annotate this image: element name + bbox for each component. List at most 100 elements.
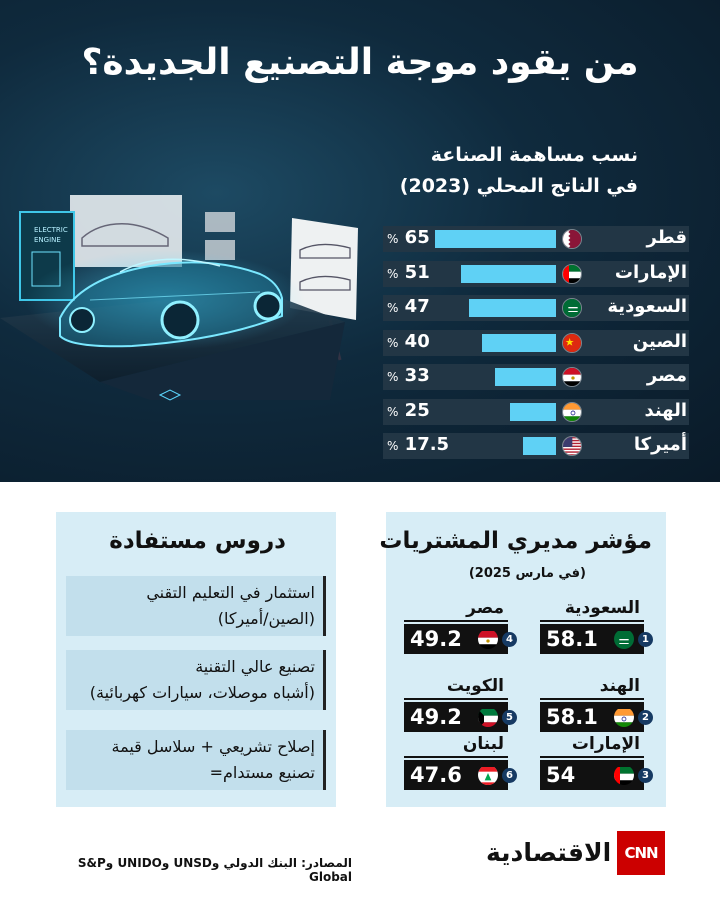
pmi-rank-badge: 1 xyxy=(638,632,653,647)
bar-unit: % xyxy=(387,370,399,384)
pmi-card: مصر 49.2 4 xyxy=(404,598,517,656)
monitor-text-2: ENGINE xyxy=(34,236,61,244)
lessons-title: دروس مستفادة xyxy=(109,528,286,554)
pmi-card: الكويت 49.2 5 xyxy=(404,676,517,734)
flag-icon xyxy=(562,436,582,456)
pmi-card: الهند 58.1 2 xyxy=(540,676,653,734)
bar-category-label: الصين xyxy=(632,330,687,352)
pmi-panel: مؤشر مديري المشتريات (في مارس 2025) السع… xyxy=(379,512,666,807)
bar-row: % 33 مصر xyxy=(383,364,689,390)
bar-value: 40 xyxy=(398,330,430,352)
bar-value: 33 xyxy=(398,365,430,386)
bar-value: 25 xyxy=(398,399,430,421)
brand-logo-text: الاقتصادية xyxy=(486,838,612,867)
pmi-value-box: 58.1 xyxy=(540,702,644,732)
pmi-country: الهند xyxy=(540,676,644,700)
bar-category-label: قطر xyxy=(646,227,687,248)
pmi-value: 49.2 xyxy=(410,627,462,651)
pmi-card: لبنان 47.6 6 xyxy=(404,734,517,792)
pmi-value: 58.1 xyxy=(546,705,598,729)
lesson-line: إصلاح تشريعي + سلاسل قيمة xyxy=(111,737,316,756)
bar-value-label: % 17.5 xyxy=(387,434,449,455)
pmi-value: 54 xyxy=(546,763,576,787)
lesson-line: استثمار في التعليم التقني xyxy=(146,583,315,602)
bar-value: 65 xyxy=(398,227,430,248)
pmi-value-box: 58.1 xyxy=(540,624,644,654)
flag-icon xyxy=(562,263,582,284)
lesson-line: تصنيع مستدام= xyxy=(209,763,315,782)
flag-icon xyxy=(614,629,634,649)
flag-icon xyxy=(478,765,498,785)
flag-icon xyxy=(562,401,582,422)
pmi-rank-badge: 5 xyxy=(502,710,517,725)
bar xyxy=(509,402,556,421)
pmi-value-box: 47.6 xyxy=(404,760,508,790)
lesson-line: (أشباه موصلات، سيارات كهربائية) xyxy=(89,683,315,702)
bar-row: % 65 قطر xyxy=(383,226,689,252)
bar-value: 51 xyxy=(398,261,430,283)
pmi-country: الكويت xyxy=(404,676,508,700)
bar-value: 47 xyxy=(398,296,430,317)
bar-value-label: % 47 xyxy=(387,296,430,317)
bar-category-label: الهند xyxy=(644,399,687,421)
bar-unit: % xyxy=(387,232,399,246)
bar xyxy=(523,437,556,455)
pmi-value: 47.6 xyxy=(410,763,462,787)
bar-row: % 25 الهند xyxy=(383,398,689,425)
pmi-rank-badge: 4 xyxy=(502,632,517,647)
bar-row: % 51 الإمارات xyxy=(383,260,689,287)
flag-icon xyxy=(478,629,498,649)
lesson-line: تصنيع عالي التقنية xyxy=(195,657,315,676)
bar-value-label: % 40 xyxy=(387,331,430,352)
pmi-country: الإمارات xyxy=(540,734,644,758)
page-title: من يقود موجة التصنيع الجديدة؟ xyxy=(81,42,639,83)
bar-category-label: الإمارات xyxy=(614,261,687,283)
bar-unit: % xyxy=(387,266,399,281)
chart-title-line1: نسب مساهمة الصناعة xyxy=(430,144,638,166)
bar-unit: % xyxy=(387,404,399,419)
hero-section: ELECTRIC ENGINE من يقود موجة التصنيع الج… xyxy=(0,0,720,482)
bar-unit: % xyxy=(387,439,399,453)
lesson-item: إصلاح تشريعي + سلاسل قيمة تصنيع مستدام= xyxy=(66,730,326,790)
pmi-card: السعودية 58.1 1 xyxy=(540,598,653,656)
flag-icon xyxy=(562,298,582,318)
pmi-value: 49.2 xyxy=(410,705,462,729)
lesson-item: استثمار في التعليم التقني (الصين/أميركا) xyxy=(66,576,326,636)
monitor-text-1: ELECTRIC xyxy=(34,226,68,234)
sources-note: المصادر: البنك الدولي وUNSD وUNIDO وS&P … xyxy=(77,856,352,884)
bar xyxy=(494,368,556,386)
pmi-rank-badge: 6 xyxy=(502,768,517,783)
bar-unit: % xyxy=(387,301,399,315)
pmi-rank-badge: 2 xyxy=(638,710,653,725)
flag-icon xyxy=(562,229,582,249)
pmi-title: مؤشر مديري المشتريات xyxy=(379,528,652,554)
bar-category-label: أميركا xyxy=(633,434,687,455)
flag-icon xyxy=(614,765,634,785)
bar-value-label: % 65 xyxy=(387,227,430,248)
pmi-card: الإمارات 54 3 xyxy=(540,734,653,792)
bar-value-label: % 51 xyxy=(387,262,430,283)
cnn-logo: CNN xyxy=(617,831,665,875)
bar xyxy=(468,299,556,317)
pmi-country: لبنان xyxy=(404,734,508,758)
bar-category-label: السعودية xyxy=(607,296,687,317)
bar-value-label: % 25 xyxy=(387,400,430,421)
pmi-value-box: 49.2 xyxy=(404,624,508,654)
flag-icon xyxy=(562,367,582,387)
lessons-panel: دروس مستفادة استثمار في التعليم التقني (… xyxy=(56,512,336,807)
flag-icon xyxy=(562,332,582,353)
pmi-rank-badge: 3 xyxy=(638,768,653,783)
bar-value: 17.5 xyxy=(398,434,450,455)
bar-row: % 47 السعودية xyxy=(383,295,689,321)
car-illustration: ELECTRIC ENGINE xyxy=(0,195,358,401)
lesson-item: تصنيع عالي التقنية (أشباه موصلات، سيارات… xyxy=(66,650,326,710)
pmi-subtitle: (في مارس 2025) xyxy=(468,566,586,581)
bar-category-label: مصر xyxy=(646,365,687,386)
bar xyxy=(481,333,556,352)
bar-row: % 40 الصين xyxy=(383,329,689,356)
pmi-value: 58.1 xyxy=(546,627,598,651)
pmi-value-box: 49.2 xyxy=(404,702,508,732)
chart-title: نسب مساهمة الصناعة في الناتج المحلي (202… xyxy=(338,140,638,202)
pmi-country: السعودية xyxy=(540,598,644,622)
bar-value-label: % 33 xyxy=(387,365,430,386)
